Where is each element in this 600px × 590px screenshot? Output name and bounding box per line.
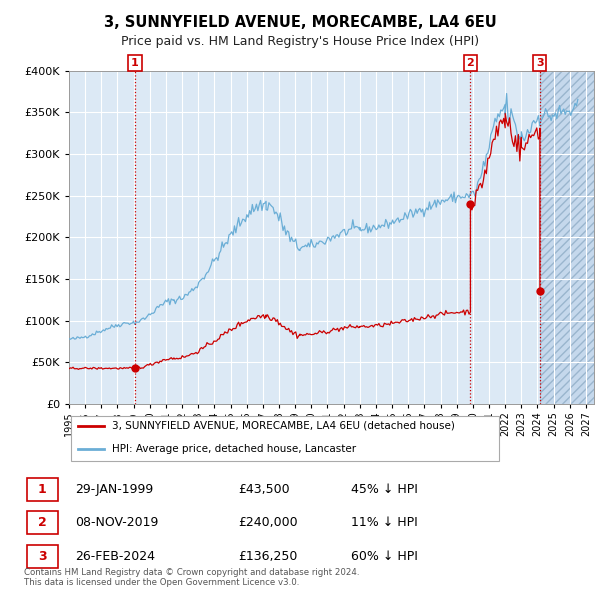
- FancyBboxPatch shape: [27, 545, 58, 568]
- Text: 2: 2: [38, 516, 47, 529]
- FancyBboxPatch shape: [27, 511, 58, 535]
- Bar: [540, 71, 594, 404]
- FancyBboxPatch shape: [27, 477, 58, 501]
- Text: 1: 1: [131, 58, 139, 68]
- Text: Price paid vs. HM Land Registry's House Price Index (HPI): Price paid vs. HM Land Registry's House …: [121, 35, 479, 48]
- Text: £240,000: £240,000: [238, 516, 298, 529]
- Text: 2: 2: [467, 58, 474, 68]
- Text: 45% ↓ HPI: 45% ↓ HPI: [351, 483, 418, 496]
- Text: £136,250: £136,250: [238, 550, 298, 563]
- FancyBboxPatch shape: [71, 415, 499, 461]
- Text: 26-FEB-2024: 26-FEB-2024: [75, 550, 155, 563]
- Text: 3: 3: [536, 58, 544, 68]
- Text: 08-NOV-2019: 08-NOV-2019: [75, 516, 158, 529]
- Text: £43,500: £43,500: [238, 483, 290, 496]
- Text: Contains HM Land Registry data © Crown copyright and database right 2024.
This d: Contains HM Land Registry data © Crown c…: [24, 568, 359, 587]
- Text: 29-JAN-1999: 29-JAN-1999: [75, 483, 153, 496]
- Text: 60% ↓ HPI: 60% ↓ HPI: [351, 550, 418, 563]
- Text: 1: 1: [38, 483, 47, 496]
- Text: HPI: Average price, detached house, Lancaster: HPI: Average price, detached house, Lanc…: [112, 444, 356, 454]
- Text: 3, SUNNYFIELD AVENUE, MORECAMBE, LA4 6EU (detached house): 3, SUNNYFIELD AVENUE, MORECAMBE, LA4 6EU…: [112, 421, 455, 431]
- Text: 3, SUNNYFIELD AVENUE, MORECAMBE, LA4 6EU: 3, SUNNYFIELD AVENUE, MORECAMBE, LA4 6EU: [104, 15, 496, 30]
- Text: 11% ↓ HPI: 11% ↓ HPI: [351, 516, 418, 529]
- Bar: [540, 71, 594, 404]
- Text: 3: 3: [38, 550, 47, 563]
